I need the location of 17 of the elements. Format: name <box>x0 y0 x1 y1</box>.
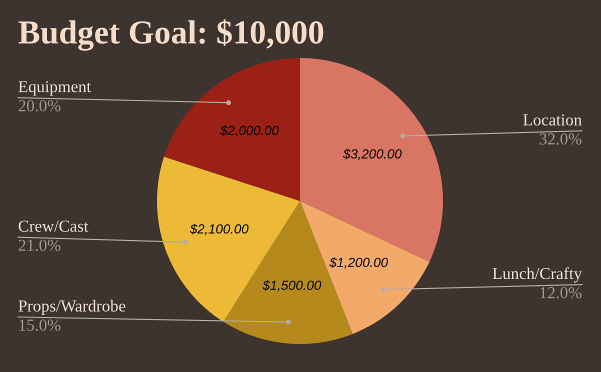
data-label: $2,100.00 <box>190 224 249 236</box>
data-label: $2,000.00 <box>220 125 279 137</box>
data-label: $1,200.00 <box>329 257 388 269</box>
slice-label: Lunch/Crafty <box>492 267 582 283</box>
text: 12.0% <box>540 287 582 298</box>
slice-label: Location <box>523 114 582 126</box>
data-label: $3,200.00 <box>343 148 402 160</box>
text: 15.0% <box>19 319 60 331</box>
slice-label: Props/Wardrobe <box>18 300 126 316</box>
slice-label: Crew/Cast <box>18 220 88 232</box>
pie-slice <box>164 58 300 201</box>
slice-label: Equipment <box>18 81 92 96</box>
text: 21.0% <box>18 240 60 251</box>
text: 32.0% <box>540 133 582 145</box>
chart-title: Budget Goal: $10,000 <box>18 19 324 51</box>
text: 20.0% <box>18 100 60 112</box>
data-label: $1,500.00 <box>262 280 322 292</box>
